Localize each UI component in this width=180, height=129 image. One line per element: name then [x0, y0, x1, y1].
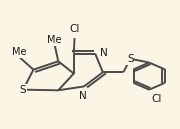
Text: Cl: Cl [152, 94, 162, 104]
Text: N: N [79, 91, 87, 101]
Text: Me: Me [12, 47, 26, 57]
Text: Me: Me [47, 35, 61, 45]
Text: S: S [20, 85, 26, 95]
Text: S: S [127, 54, 134, 64]
Text: Cl: Cl [69, 23, 80, 34]
Text: N: N [100, 48, 108, 58]
